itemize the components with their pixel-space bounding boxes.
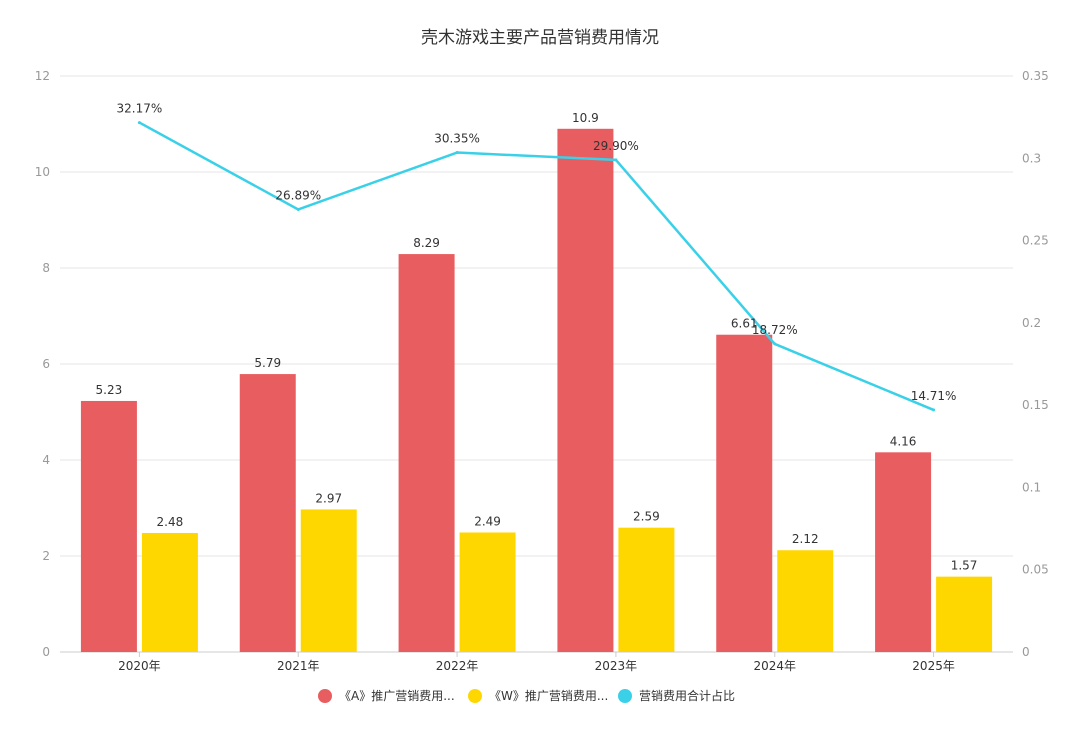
y-left-tick-label: 12 bbox=[35, 69, 50, 83]
bar-1 bbox=[557, 128, 614, 653]
legend-label: 营销费用合计占比 bbox=[639, 688, 735, 703]
grid-layer bbox=[60, 75, 1013, 653]
y-axis-left: 0 2 4 6 8 10 12 bbox=[35, 69, 50, 659]
bar-1 bbox=[80, 400, 137, 652]
bar-2 bbox=[141, 532, 198, 652]
bar-1 bbox=[398, 254, 455, 652]
bar-1 bbox=[716, 334, 773, 652]
bar-data-label: 2.48 bbox=[157, 515, 184, 529]
y-right-tick-label: 0.35 bbox=[1022, 69, 1049, 83]
bar-2 bbox=[777, 550, 834, 652]
x-tick-label: 2020年 bbox=[118, 659, 161, 673]
y-right-tick-label: 0 bbox=[1022, 645, 1030, 659]
bar-data-label: 8.29 bbox=[413, 236, 440, 250]
bar-2 bbox=[459, 532, 516, 652]
line-data-label: 14.71% bbox=[911, 389, 957, 403]
y-left-tick-label: 2 bbox=[42, 549, 50, 563]
x-tick-label: 2021年 bbox=[277, 659, 320, 673]
bar-data-label: 2.49 bbox=[474, 514, 501, 528]
line-series bbox=[138, 121, 935, 412]
bar-data-label: 2.12 bbox=[792, 532, 819, 546]
bar-data-label: 2.97 bbox=[315, 491, 342, 505]
legend: 《A》推广营销费用... 《W》推广营销费用... 营销费用合计占比 bbox=[318, 688, 735, 703]
bar-data-label: 4.16 bbox=[890, 434, 917, 448]
y-right-tick-label: 0.2 bbox=[1022, 316, 1041, 330]
line-data-label: 32.17% bbox=[117, 102, 163, 116]
x-tick-label: 2024年 bbox=[753, 659, 796, 673]
bar-data-label: 5.79 bbox=[254, 356, 281, 370]
x-axis: 2020年 2021年 2022年 2023年 2024年 2025年 bbox=[118, 652, 955, 673]
y-left-tick-label: 0 bbox=[42, 645, 50, 659]
chart-title: 壳木游戏主要产品营销费用情况 bbox=[421, 28, 659, 48]
legend-label: 《W》推广营销费用... bbox=[489, 689, 608, 703]
bar-1 bbox=[875, 452, 932, 652]
line-data-label: 26.89% bbox=[275, 188, 321, 202]
bar-data-label: 1.57 bbox=[951, 559, 978, 573]
bar-2 bbox=[936, 576, 993, 652]
legend-marker bbox=[618, 689, 632, 703]
bar-data-label: 6.61 bbox=[731, 317, 758, 331]
legend-label: 《A》推广营销费用... bbox=[339, 689, 455, 703]
bar-1 bbox=[239, 374, 296, 652]
line-point bbox=[296, 207, 300, 211]
y-right-tick-label: 0.05 bbox=[1022, 563, 1049, 577]
y-axis-right: 0 0.05 0.1 0.15 0.2 0.25 0.3 0.35 bbox=[1022, 69, 1049, 659]
legend-marker bbox=[468, 689, 482, 703]
line-point bbox=[137, 121, 141, 125]
bar-2 bbox=[618, 527, 675, 652]
y-right-tick-label: 0.1 bbox=[1022, 480, 1041, 494]
y-right-tick-label: 0.3 bbox=[1022, 151, 1041, 165]
y-left-tick-label: 6 bbox=[42, 357, 50, 371]
bars-layer bbox=[80, 128, 993, 653]
line-data-label: 18.72% bbox=[752, 323, 798, 337]
line-point bbox=[455, 151, 459, 155]
bar-2 bbox=[300, 509, 357, 652]
data-labels-layer: 5.23 5.79 8.29 10.9 6.61 4.16 2.48 2.97 2.49 2.59… bbox=[96, 102, 978, 573]
x-tick-label: 2025年 bbox=[912, 659, 955, 673]
line-data-label: 29.90% bbox=[593, 139, 639, 153]
bar-data-label: 2.59 bbox=[633, 510, 660, 524]
y-left-tick-label: 8 bbox=[42, 261, 50, 275]
line-point bbox=[932, 408, 936, 412]
line-data-label: 30.35% bbox=[434, 132, 480, 146]
y-right-tick-label: 0.25 bbox=[1022, 234, 1049, 248]
line-point bbox=[773, 342, 777, 346]
y-right-tick-label: 0.15 bbox=[1022, 398, 1049, 412]
legend-marker bbox=[318, 689, 332, 703]
x-tick-label: 2022年 bbox=[436, 659, 479, 673]
x-tick-label: 2023年 bbox=[595, 659, 638, 673]
bar-data-label: 10.9 bbox=[572, 111, 599, 125]
line-layer bbox=[137, 121, 936, 412]
y-left-tick-label: 4 bbox=[42, 453, 50, 467]
bar-data-label: 5.23 bbox=[96, 383, 123, 397]
y-left-tick-label: 10 bbox=[35, 165, 50, 179]
line-point bbox=[614, 158, 618, 162]
